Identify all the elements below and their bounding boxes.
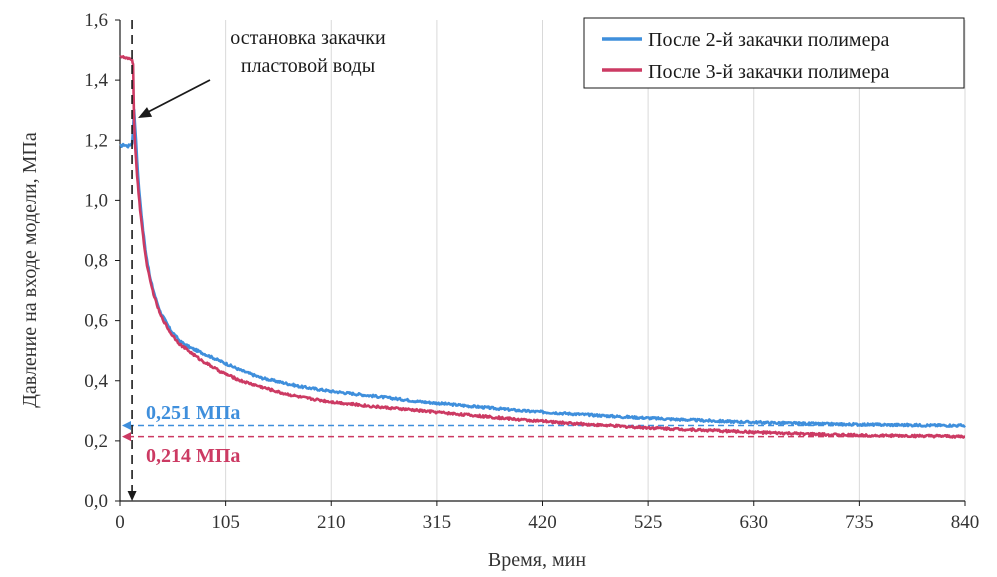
x-tick-label: 840: [951, 512, 980, 533]
vertical-gridlines: [225, 20, 966, 501]
annotation-arrowhead: [138, 107, 153, 118]
x-tick-label: 315: [423, 512, 452, 533]
reference-lines: [122, 421, 965, 442]
reference-label-3: 0,214 МПа: [146, 445, 240, 467]
legend: После 2-й закачки полимера После 3-й зак…: [583, 17, 965, 89]
y-tick-label: 1,2: [84, 130, 108, 151]
x-axis-title: Время, мин: [488, 549, 586, 571]
y-axis-ticks: 0,0 0,2 0,4 0,6 0,8 1,0 1,2 1,4 1,6: [84, 10, 120, 512]
x-tick-label: 420: [528, 512, 557, 533]
y-tick-label: 0,6: [84, 311, 108, 332]
annotation-text-line2: пластовой воды: [241, 55, 375, 77]
y-tick-label: 0,2: [84, 431, 108, 452]
x-axis-ticks: 0 105 210 315 420 525 630 735 840: [115, 501, 979, 533]
annotation: остановка закачки пластовой воды: [127, 20, 386, 501]
y-tick-label: 1,4: [84, 70, 108, 91]
reference-label-2: 0,251 МПа: [146, 402, 240, 424]
y-axis-title: Давление на входе модели, МПа: [19, 132, 41, 408]
y-tick-label: 0,4: [84, 371, 108, 392]
legend-label-series-3: После 3-й закачки полимера: [648, 61, 889, 83]
annotation-arrow: [145, 79, 211, 114]
series-line-3: [119, 55, 966, 439]
y-tick-label: 0,0: [84, 491, 108, 512]
series-line-2: [119, 108, 966, 428]
annotation-text-line1: остановка закачки: [230, 27, 386, 49]
x-tick-label: 525: [634, 512, 663, 533]
x-tick-label: 105: [211, 512, 240, 533]
x-tick-label: 210: [317, 512, 346, 533]
event-marker-arrowhead: [127, 491, 137, 501]
y-tick-label: 1,0: [84, 190, 108, 211]
data-series: [119, 55, 966, 439]
legend-box: [583, 17, 965, 89]
y-tick-label: 0,8: [84, 251, 108, 272]
y-tick-label: 1,6: [84, 10, 108, 31]
x-tick-label: 735: [845, 512, 874, 533]
reference-marker: [122, 432, 131, 442]
x-tick-label: 0: [115, 512, 125, 533]
x-tick-label: 630: [740, 512, 769, 533]
legend-label-series-2: После 2-й закачки полимера: [648, 29, 889, 51]
reference-marker: [122, 421, 131, 431]
